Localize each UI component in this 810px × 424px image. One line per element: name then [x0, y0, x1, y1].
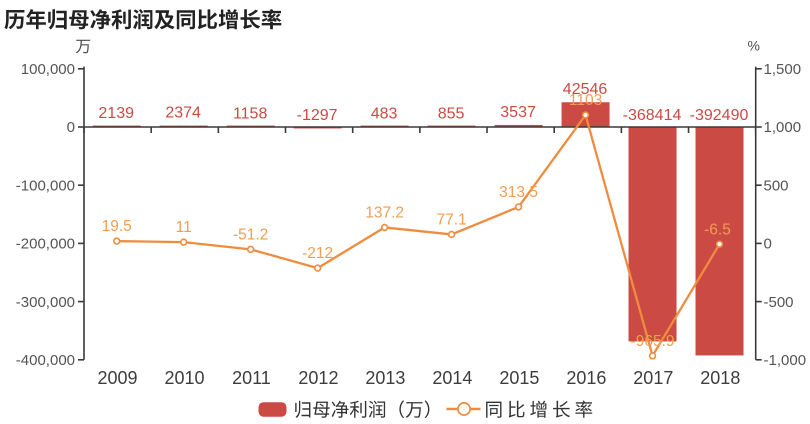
- svg-text:2014: 2014: [432, 368, 472, 388]
- svg-text:2016: 2016: [566, 368, 606, 388]
- svg-text:2013: 2013: [365, 368, 405, 388]
- svg-text:%: %: [748, 38, 760, 54]
- svg-text:77.1: 77.1: [437, 212, 467, 229]
- svg-text:-1297: -1297: [297, 107, 338, 124]
- svg-text:-368414: -368414: [623, 107, 682, 124]
- svg-text:3537: 3537: [500, 104, 536, 121]
- svg-text:-965.9: -965.9: [631, 333, 675, 350]
- svg-text:-51.2: -51.2: [233, 226, 268, 243]
- svg-text:0: 0: [67, 119, 75, 136]
- svg-text:-6.5: -6.5: [704, 221, 731, 238]
- svg-text:42546: 42546: [563, 81, 608, 98]
- svg-text:2017: 2017: [633, 368, 673, 388]
- svg-text:1,000: 1,000: [764, 119, 802, 136]
- svg-text:0: 0: [764, 236, 772, 253]
- svg-text:137.2: 137.2: [365, 205, 404, 222]
- svg-text:-392490: -392490: [690, 107, 749, 124]
- svg-text:11: 11: [176, 219, 192, 236]
- svg-text:855: 855: [438, 106, 465, 123]
- svg-text:483: 483: [371, 106, 398, 123]
- svg-text:1158: 1158: [233, 105, 268, 122]
- svg-text:-200,000: -200,000: [16, 236, 75, 253]
- svg-text:2139: 2139: [98, 105, 134, 122]
- svg-text:2010: 2010: [164, 368, 204, 388]
- svg-text:-1,000: -1,000: [764, 352, 807, 369]
- svg-text:19.5: 19.5: [102, 218, 132, 235]
- svg-text:2015: 2015: [499, 368, 539, 388]
- svg-text:2018: 2018: [700, 368, 740, 388]
- svg-text:-300,000: -300,000: [16, 294, 75, 311]
- svg-text:100,000: 100,000: [21, 61, 75, 78]
- svg-text:-100,000: -100,000: [16, 177, 75, 194]
- svg-text:-500: -500: [764, 294, 794, 311]
- svg-text:313.5: 313.5: [499, 184, 538, 201]
- svg-text:2009: 2009: [97, 368, 137, 388]
- svg-text:1103: 1103: [569, 92, 602, 109]
- svg-text:-400,000: -400,000: [16, 352, 75, 369]
- svg-text:-212: -212: [302, 245, 333, 262]
- svg-text:2012: 2012: [298, 368, 338, 388]
- svg-text:2011: 2011: [232, 368, 271, 388]
- svg-text:1,500: 1,500: [764, 61, 802, 78]
- svg-text:500: 500: [764, 177, 789, 194]
- svg-text:2374: 2374: [165, 105, 201, 122]
